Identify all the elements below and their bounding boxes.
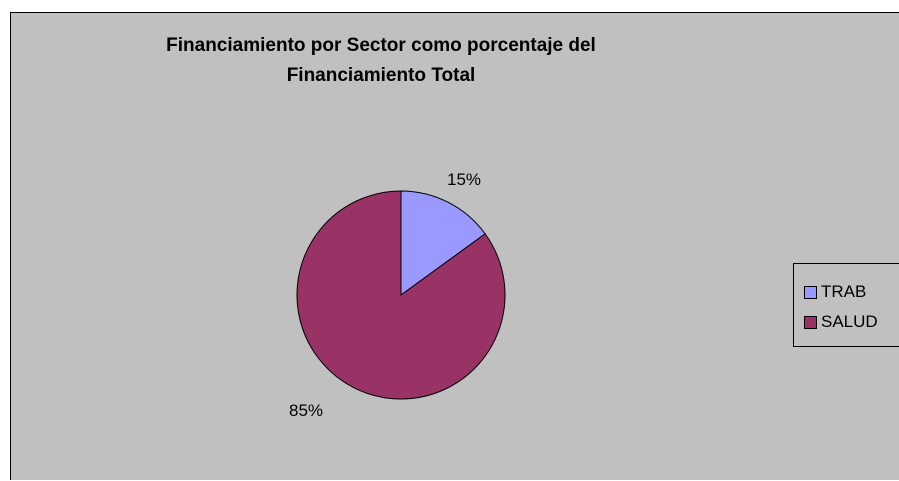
pie-slice-salud — [296, 190, 506, 400]
data-label-trab: 15% — [447, 170, 482, 189]
legend: TRAB SALUD — [793, 263, 899, 347]
chart-title: Financiamiento por Sector como porcentaj… — [121, 31, 641, 91]
pie-slice-trab — [400, 190, 486, 296]
chart-area: Financiamiento por Sector como porcentaj… — [10, 12, 899, 480]
data-label-salud: 85% — [289, 401, 324, 420]
legend-swatch-salud — [804, 315, 817, 329]
legend-label-salud: SALUD — [821, 312, 878, 331]
legend-label-trab: TRAB — [821, 282, 867, 301]
chart-title-line-1: Financiamiento por Sector como porcentaj… — [166, 35, 596, 56]
chart-title-line-2: Financiamiento Total — [286, 65, 476, 86]
pie-chart — [296, 190, 506, 400]
legend-item-trab: TRAB — [804, 280, 866, 304]
legend-swatch-trab — [804, 285, 817, 299]
legend-item-salud: SALUD — [804, 310, 878, 334]
